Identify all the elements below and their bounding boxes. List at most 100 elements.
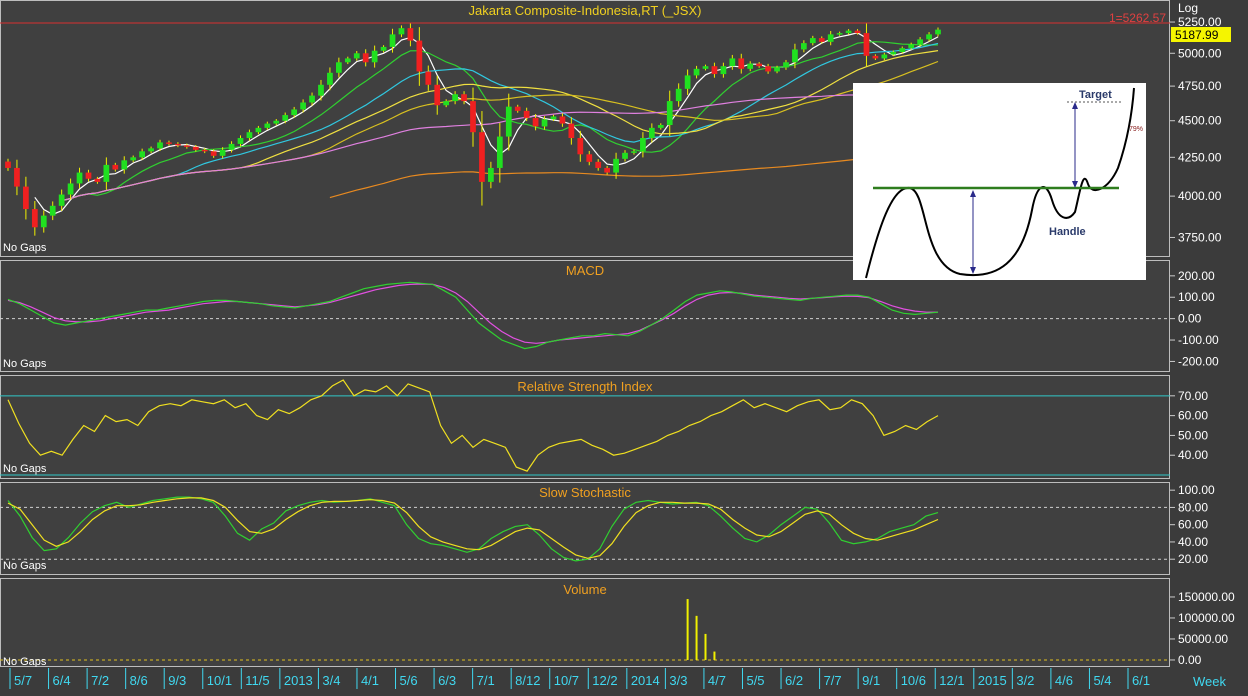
volume-bar — [704, 633, 707, 660]
candle-body — [31, 209, 38, 228]
candle-body — [488, 167, 494, 182]
candle-body — [559, 116, 566, 124]
x-tick-label: 7/1 — [477, 673, 495, 688]
price-tick-label: 5000.00 — [1178, 46, 1222, 60]
candle-body — [881, 54, 888, 59]
ma-long-line — [329, 148, 939, 199]
x-unit-label: Week — [1193, 674, 1226, 689]
candle-body — [443, 101, 450, 106]
candle-body — [201, 149, 208, 152]
volume-tick-label: 100000.00 — [1178, 611, 1235, 625]
candle-body — [827, 34, 834, 42]
x-tick-label: 11/5 — [245, 673, 269, 688]
candle-body — [237, 138, 244, 144]
candle-body — [210, 151, 217, 156]
candle-body — [523, 110, 530, 118]
volume-panel — [0, 578, 1170, 666]
candle-body — [371, 50, 378, 63]
volume-series: 0.00 50000.00 100000.00 150000.00 — [0, 590, 1235, 667]
macd-tick-label: -100.00 — [1178, 333, 1219, 347]
candle-body — [666, 101, 673, 126]
candle-body — [738, 58, 745, 69]
candle-body — [255, 127, 262, 133]
candle-body — [362, 53, 369, 63]
candle-body — [792, 49, 798, 63]
price-series — [5, 22, 941, 236]
candle-body — [344, 58, 351, 63]
x-tick-label: 12/2 — [592, 673, 617, 688]
ma-52-line — [61, 87, 939, 202]
macd-tick-label: -200.00 — [1178, 354, 1219, 368]
candle-body — [693, 68, 700, 76]
candle-body — [103, 164, 110, 182]
candle-body — [23, 186, 29, 210]
x-axis-strip — [0, 667, 1170, 696]
candle-body — [282, 115, 289, 121]
candle-body — [121, 160, 128, 170]
x-tick-label: 8/12 — [515, 673, 540, 688]
candle-body — [872, 55, 879, 59]
candle-body — [353, 53, 360, 59]
last-price-box — [1171, 27, 1231, 42]
x-tick-label: 9/3 — [168, 673, 186, 688]
candle-body — [496, 136, 503, 168]
candle-body — [532, 117, 539, 127]
price-tick-label: 3750.00 — [1178, 230, 1222, 244]
macd-title: MACD — [566, 263, 604, 278]
price-frame — [0, 0, 1170, 257]
x-tick-label: 4/1 — [361, 673, 379, 688]
price-tick-label: 4000.00 — [1178, 189, 1222, 203]
candle-body — [309, 95, 315, 103]
rsi-title: Relative Strength Index — [517, 379, 653, 394]
macd-no-gaps: No Gaps — [3, 358, 47, 370]
candle-body — [720, 66, 727, 75]
candle-body — [568, 123, 575, 139]
x-tick-label: 6/2 — [785, 673, 803, 688]
x-tick-label: 2014 — [631, 673, 660, 688]
candle-body — [166, 142, 172, 144]
price-tick-label: 4750.00 — [1178, 79, 1222, 93]
macd-tick-label: 0.00 — [1178, 312, 1202, 326]
candle-body — [246, 132, 253, 139]
scale-label: Log — [1178, 1, 1198, 15]
x-tick-label: 10/1 — [207, 673, 232, 688]
macd-tick-label: 100.00 — [1178, 290, 1215, 304]
candle-body — [595, 161, 602, 168]
x-tick-label: 2013 — [284, 673, 313, 688]
candle-body — [908, 44, 915, 49]
x-tick-label: 12/1 — [939, 673, 964, 688]
rsi-tick-label: 70.00 — [1178, 389, 1208, 403]
candle-body — [76, 172, 83, 184]
stochastic-tick-label: 60.00 — [1178, 518, 1208, 532]
volume-tick-label: 0.00 — [1178, 653, 1202, 667]
candle-body — [541, 119, 548, 127]
price-axis: 3750.00 4000.00 4250.00 4500.00 4750.00 5000.… — [1170, 15, 1222, 244]
candle-body — [899, 48, 906, 52]
x-tick-label: 10/7 — [554, 673, 579, 688]
candle-body — [175, 143, 181, 146]
x-tick-label: 3/4 — [322, 673, 340, 688]
candle-body — [273, 120, 280, 124]
macd-signal-line — [7, 283, 938, 344]
candle-body — [291, 109, 298, 116]
x-axis: 5/7 6/4 7/2 8/6 9/3 10/1 11/5 2013 3/4 4/1 5/6 6/3 7… — [0, 667, 1170, 696]
x-tick-label: 3/2 — [1016, 673, 1034, 688]
candle-body — [183, 145, 190, 147]
candle-body — [264, 123, 271, 128]
cup-handle-inset: Target Handle 79% — [853, 83, 1146, 280]
x-tick-label: 9/1 — [862, 673, 880, 688]
candle-body — [470, 101, 476, 133]
candle-body — [631, 151, 637, 153]
macd-series: -200.00 -100.00 0.00 100.00 200.00 — [0, 269, 1219, 368]
rsi-panel — [0, 375, 1170, 478]
candle-body — [85, 172, 92, 179]
target-label: Target — [1079, 89, 1112, 101]
candle-body — [648, 127, 655, 139]
price-no-gaps: No Gaps — [3, 242, 47, 254]
candle-body — [613, 158, 619, 173]
macd-tick-label: 200.00 — [1178, 269, 1215, 283]
candle-body — [192, 146, 199, 150]
x-tick-label: 3/3 — [669, 673, 687, 688]
high-line-label: 1=5262.57 — [1109, 11, 1166, 25]
